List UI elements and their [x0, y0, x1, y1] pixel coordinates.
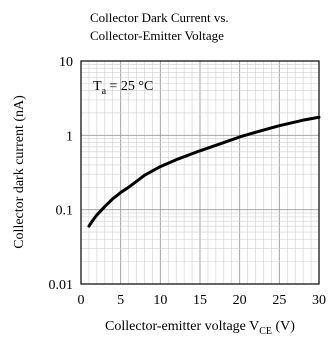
x-axis-label-unit: (V) [272, 319, 295, 334]
x-tick-label: 10 [153, 293, 167, 308]
annotation-main: T [93, 79, 102, 94]
grid [81, 61, 319, 284]
x-axis-label: Collector-emitter voltage VCE (V) [105, 319, 295, 337]
temperature-annotation: Ta = 25 °C [93, 79, 153, 97]
series-line [87, 115, 321, 228]
x-tick-label: 25 [272, 293, 286, 308]
y-tick-label: 10 [59, 55, 73, 70]
x-tick-label: 15 [193, 293, 207, 308]
y-tick-label: 0.1 [56, 204, 74, 219]
y-tick-label: 1 [66, 129, 73, 144]
x-tick-label: 30 [312, 293, 326, 308]
x-tick-label: 20 [233, 293, 247, 308]
tick-labels: 0 5 10 15 20 25 30 0.01 0.1 1 10 [49, 55, 327, 308]
y-tick-label: 0.01 [49, 278, 74, 293]
x-axis-label-sub: CE [259, 326, 272, 337]
x-tick-label: 0 [78, 293, 85, 308]
data-series [87, 115, 321, 228]
chart-title-line-2: Collector-Emitter Voltage [90, 28, 224, 43]
x-tick-label: 5 [117, 293, 124, 308]
plot-frame [80, 60, 320, 285]
x-axis-label-main: Collector-emitter voltage V [105, 319, 259, 334]
chart-title-line-1: Collector Dark Current vs. [90, 10, 229, 25]
annotation-rest: = 25 °C [106, 79, 153, 94]
y-axis-label: Collector dark current (nA) [12, 95, 27, 249]
annotation-sub: a [102, 86, 107, 97]
